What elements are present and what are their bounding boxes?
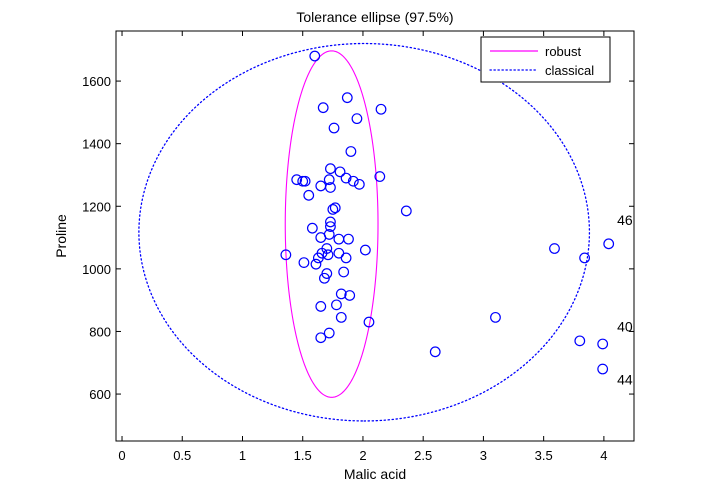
point-label: 40	[617, 318, 633, 334]
y-tick-label: 600	[89, 387, 111, 402]
axes-frame	[115, 30, 635, 442]
data-point	[334, 166, 346, 178]
data-point	[319, 272, 330, 284]
data-point	[341, 92, 353, 104]
data-point	[315, 180, 327, 192]
data-point	[323, 327, 335, 339]
plot-area	[138, 42, 615, 422]
y-tick-label: 800	[89, 324, 111, 339]
data-point	[297, 175, 309, 187]
data-point	[338, 266, 350, 278]
data-point	[579, 252, 591, 264]
y-tick-label: 1200	[82, 199, 111, 214]
data-point	[549, 243, 560, 254]
y-tick-label: 1000	[82, 262, 111, 277]
data-point	[344, 290, 356, 301]
x-tick-label: 3	[480, 448, 487, 463]
data-point	[331, 299, 342, 311]
legend-box	[480, 36, 611, 83]
x-tick-label: 0	[118, 448, 125, 463]
data-point	[347, 175, 359, 187]
data-point	[291, 174, 303, 186]
data-point	[329, 202, 341, 214]
data-point	[340, 172, 352, 184]
data-point	[574, 335, 586, 347]
data-point	[375, 103, 387, 115]
data-point	[335, 288, 347, 300]
data-point	[298, 257, 310, 269]
data-point	[312, 252, 324, 264]
data-point	[309, 50, 321, 62]
x-tick-label: 1	[239, 448, 246, 463]
data-point	[343, 233, 354, 245]
legend-label-robust: robust	[545, 44, 582, 59]
data-point	[325, 182, 336, 193]
x-tick-label: 1.5	[294, 448, 312, 463]
data-point	[327, 203, 339, 215]
data-point	[315, 301, 327, 312]
data-point	[335, 311, 347, 323]
data-point	[603, 238, 615, 250]
data-point	[400, 205, 412, 217]
legend-label-classical: classical	[545, 63, 594, 78]
x-axis-label: Malic acid	[344, 466, 406, 482]
data-point	[323, 174, 335, 186]
data-point	[363, 316, 375, 328]
axis-ticks: 0 0.5 1 1.5 2 2.5 3 3.5 4 600 800 1000 1200 1400 1600	[82, 31, 634, 463]
x-tick-label: 2	[359, 448, 366, 463]
chart-title: Tolerance ellipse (97.5%)	[296, 9, 453, 25]
data-point	[351, 113, 363, 125]
data-point	[490, 311, 501, 323]
data-point	[315, 332, 327, 344]
data-point	[315, 232, 327, 243]
data-point	[340, 252, 352, 264]
data-point	[299, 175, 311, 187]
x-tick-label: 3.5	[535, 448, 553, 463]
point-label: 44	[617, 372, 633, 388]
data-point	[359, 244, 371, 256]
data-point	[374, 171, 386, 182]
point-annotations: 46 40 44	[617, 212, 633, 388]
data-point	[303, 189, 315, 201]
data-point	[310, 258, 322, 270]
y-tick-label: 1600	[82, 74, 111, 89]
data-point	[333, 247, 345, 259]
data-point	[328, 122, 340, 134]
point-label: 46	[617, 212, 633, 228]
data-point	[597, 338, 609, 350]
x-tick-label: 2.5	[414, 448, 432, 463]
robust-ellipse	[284, 50, 379, 398]
data-point	[322, 249, 334, 261]
data-point	[306, 222, 318, 234]
x-tick-label: 4	[600, 448, 607, 463]
y-axis-label: Proline	[53, 214, 69, 258]
classical-ellipse	[138, 42, 591, 422]
legend: robust classical	[480, 36, 611, 83]
y-tick-label: 1400	[82, 137, 111, 152]
data-point	[325, 163, 336, 175]
data-point	[597, 363, 609, 375]
data-point	[429, 346, 441, 358]
data-point	[325, 216, 336, 228]
data-point	[317, 102, 329, 114]
data-point	[280, 249, 292, 261]
data-point	[345, 146, 357, 157]
data-point	[333, 233, 345, 245]
scatter-points	[280, 50, 615, 375]
data-point	[325, 221, 336, 233]
x-tick-label: 0.5	[173, 448, 191, 463]
data-point	[353, 178, 365, 190]
